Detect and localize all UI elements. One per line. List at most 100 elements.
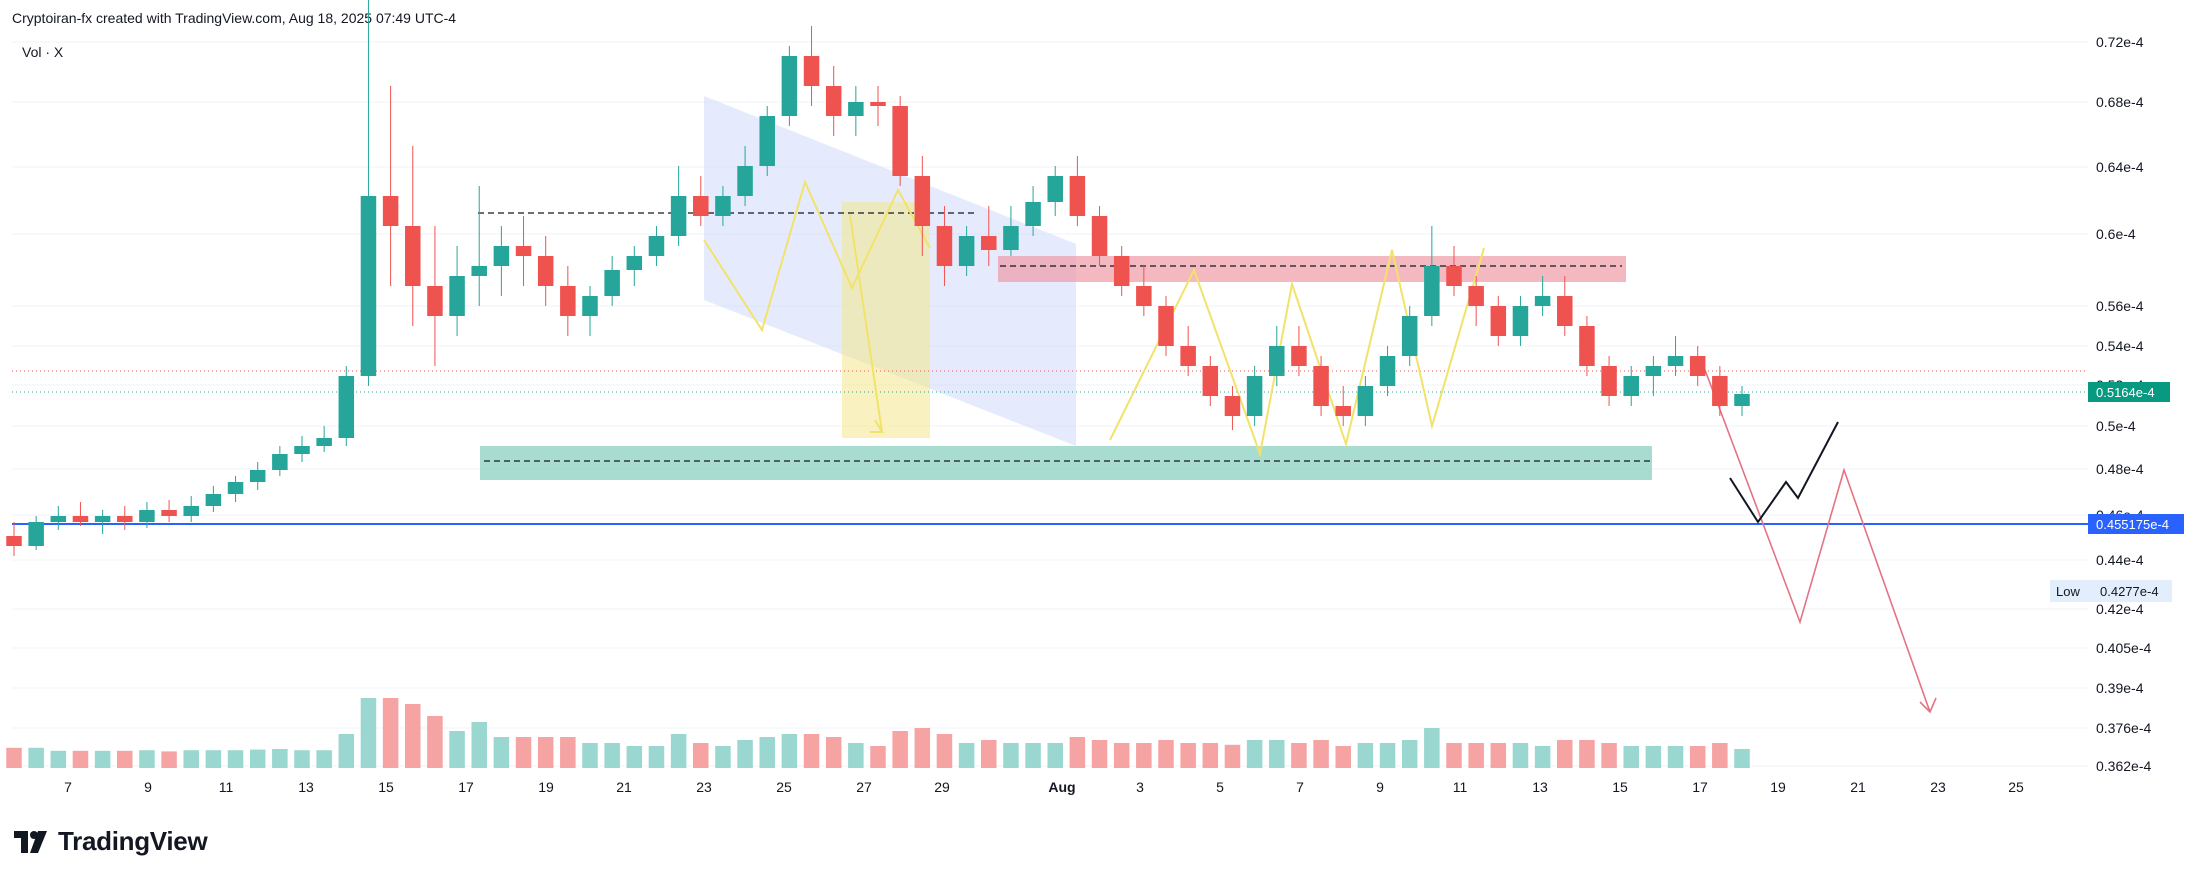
candle-body xyxy=(1424,266,1440,316)
candle-body xyxy=(1667,356,1684,366)
candle-body xyxy=(1446,266,1462,286)
volume-bar xyxy=(72,750,89,768)
time-tick-label: 27 xyxy=(856,779,872,795)
time-tick-label: 19 xyxy=(1770,779,1786,795)
price-tick-label: 0.42e-4 xyxy=(2096,601,2144,617)
volume-legend[interactable]: Vol · X xyxy=(22,44,64,60)
volume-bar xyxy=(759,737,775,768)
candle-body xyxy=(693,196,709,216)
volume-bar xyxy=(28,747,44,768)
bullish-projection xyxy=(1729,421,1839,524)
candle-body xyxy=(626,256,643,270)
volume-bar xyxy=(6,747,22,768)
volume-bar xyxy=(316,750,332,768)
candle-body xyxy=(316,438,332,446)
volume-bar xyxy=(1468,743,1484,768)
volume-bar xyxy=(1379,743,1396,768)
volume-bar xyxy=(1446,743,1462,768)
time-tick-label: 9 xyxy=(1376,779,1384,795)
volume-bar xyxy=(493,737,510,768)
candle-body xyxy=(1734,394,1750,406)
candle-body xyxy=(139,510,155,522)
bearish-projection xyxy=(1701,361,1931,713)
volume-bar xyxy=(1246,740,1263,768)
time-tick-label: 23 xyxy=(696,779,712,795)
volume-bar xyxy=(870,746,886,768)
candle-body xyxy=(1202,366,1219,396)
price-tick-label: 0.405e-4 xyxy=(2096,640,2151,656)
volume-bar xyxy=(1335,746,1351,768)
candle-body xyxy=(272,454,288,470)
candle-body xyxy=(6,536,22,546)
time-tick-label: 11 xyxy=(219,779,234,795)
time-tick-label: 15 xyxy=(378,779,394,795)
time-tick-label: 15 xyxy=(1612,779,1628,795)
volume-bar xyxy=(825,737,842,768)
candle-body xyxy=(1468,286,1484,306)
volume-bar xyxy=(560,737,576,768)
time-tick-label: 25 xyxy=(776,779,792,795)
volume-bar xyxy=(1623,746,1639,768)
candle-body xyxy=(427,286,443,316)
volume-bar xyxy=(1534,746,1551,768)
volume-bar xyxy=(249,749,266,768)
volume-bar xyxy=(1202,743,1219,768)
candle-body xyxy=(449,276,465,316)
volume-bar xyxy=(626,746,643,768)
volume-bar xyxy=(1224,744,1241,768)
volume-bar xyxy=(471,722,487,768)
candle-body xyxy=(848,102,864,116)
volume-bar xyxy=(427,716,443,768)
time-tick-label: 7 xyxy=(1296,779,1304,795)
volume-bar xyxy=(981,740,997,768)
candle-body xyxy=(1335,406,1351,416)
volume-bar xyxy=(294,750,310,768)
volume-bar xyxy=(1291,743,1307,768)
candle-body xyxy=(338,376,355,438)
candle-body xyxy=(405,226,421,286)
candle-body xyxy=(936,226,953,266)
candle-body xyxy=(582,296,598,316)
volume-series xyxy=(6,698,1750,768)
volume-bar xyxy=(382,698,399,768)
volume-bar xyxy=(1734,749,1750,768)
candle-body xyxy=(1645,366,1662,376)
volume-bar xyxy=(892,731,908,768)
volume-bar xyxy=(205,750,222,768)
yellow-zigzag-1 xyxy=(703,179,931,333)
support-zone xyxy=(480,446,1652,480)
volume-bar xyxy=(1047,743,1063,768)
volume-bar xyxy=(1557,740,1573,768)
resistance-zone xyxy=(998,256,1626,282)
time-tick-label: 13 xyxy=(298,779,314,795)
candle-body xyxy=(294,446,310,454)
price-tick-label: 0.48e-4 xyxy=(2096,461,2144,477)
tradingview-logo-icon xyxy=(14,830,47,853)
time-tick-label: 11 xyxy=(1453,779,1468,795)
volume-bar xyxy=(405,704,421,768)
candle-body xyxy=(1534,296,1551,306)
candle-body xyxy=(1601,366,1617,396)
price-chart[interactable]: 0.72e-4 0.68e-4 0.64e-4 0.6e-4 0.56e-4 0.54e-… xyxy=(0,0,2204,800)
time-tick-label: 17 xyxy=(458,779,474,795)
candle-body xyxy=(958,236,975,266)
candle-body xyxy=(1069,176,1086,216)
price-tick-label: 0.56e-4 xyxy=(2096,298,2144,314)
candle-body xyxy=(227,482,244,494)
candle-body xyxy=(50,516,67,522)
time-tick-label: 7 xyxy=(64,779,72,795)
candle-body xyxy=(1579,326,1595,366)
candle-body xyxy=(670,196,687,236)
support-price-label: 0.455175e-4 xyxy=(2096,517,2169,532)
time-tick-label: 21 xyxy=(616,779,632,795)
volume-bar xyxy=(1313,740,1329,768)
tradingview-brand[interactable]: TradingView xyxy=(14,826,208,857)
volume-bar xyxy=(139,750,155,768)
volume-bar xyxy=(1645,746,1662,768)
volume-bar xyxy=(604,743,620,768)
candle-body xyxy=(1246,376,1263,416)
price-tick-label: 0.44e-4 xyxy=(2096,552,2144,568)
yellow-zigzag-3 xyxy=(1109,247,1485,458)
time-axis: 7 9 11 13 15 17 19 21 23 25 27 29 Aug 3 5 7 9 11 13 15 17 19 2… xyxy=(64,779,2024,795)
candle-body xyxy=(1180,346,1196,366)
